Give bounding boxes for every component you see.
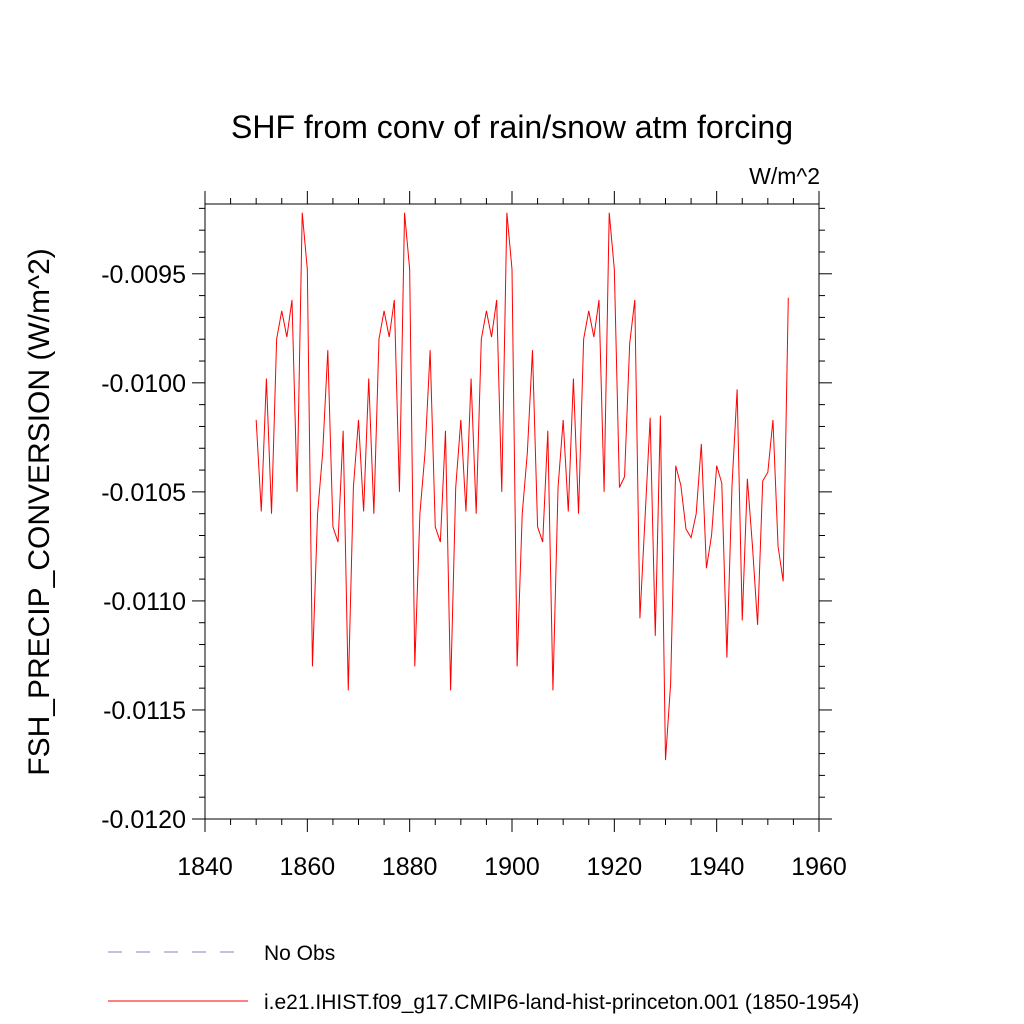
y-tick-label: -0.0115 xyxy=(103,697,186,725)
y-axis-label: FSH_PRECIP_CONVERSION (W/m^2) xyxy=(23,248,56,775)
legend-label-no-obs: No Obs xyxy=(264,942,335,965)
x-axis-tick-labels: 1840 1860 1880 1900 1920 1940 1960 xyxy=(177,853,847,881)
units-label: W/m^2 xyxy=(749,163,820,189)
y-tick-label: -0.0120 xyxy=(101,806,186,834)
x-tick-label: 1880 xyxy=(382,853,438,881)
x-tick-label: 1860 xyxy=(280,853,336,881)
y-tick-label: -0.0095 xyxy=(101,261,186,289)
y-axis-tick-labels: -0.0120 -0.0115 -0.0110 -0.0105 -0.0100 -0.00… xyxy=(101,261,186,834)
y-axis-ticks xyxy=(192,207,832,820)
y-tick-label: -0.0105 xyxy=(101,479,186,507)
y-tick-label: -0.0100 xyxy=(101,370,186,398)
x-tick-label: 1920 xyxy=(587,853,643,881)
x-tick-label: 1960 xyxy=(791,853,847,881)
y-tick-label: -0.0110 xyxy=(103,588,186,616)
x-tick-label: 1900 xyxy=(484,853,540,881)
series-line-model-run xyxy=(255,212,789,761)
legend-label-model-run: i.e21.IHIST.f09_g17.CMIP6-land-hist-prin… xyxy=(264,991,859,1014)
legend: No Obs i.e21.IHIST.f09_g17.CMIP6-land-hi… xyxy=(108,942,859,1014)
series-layer xyxy=(255,212,789,761)
x-tick-label: 1940 xyxy=(689,853,745,881)
x-axis-ticks xyxy=(204,191,820,832)
x-tick-label: 1840 xyxy=(177,853,233,881)
chart-title: SHF from conv of rain/snow atm forcing xyxy=(231,109,793,145)
